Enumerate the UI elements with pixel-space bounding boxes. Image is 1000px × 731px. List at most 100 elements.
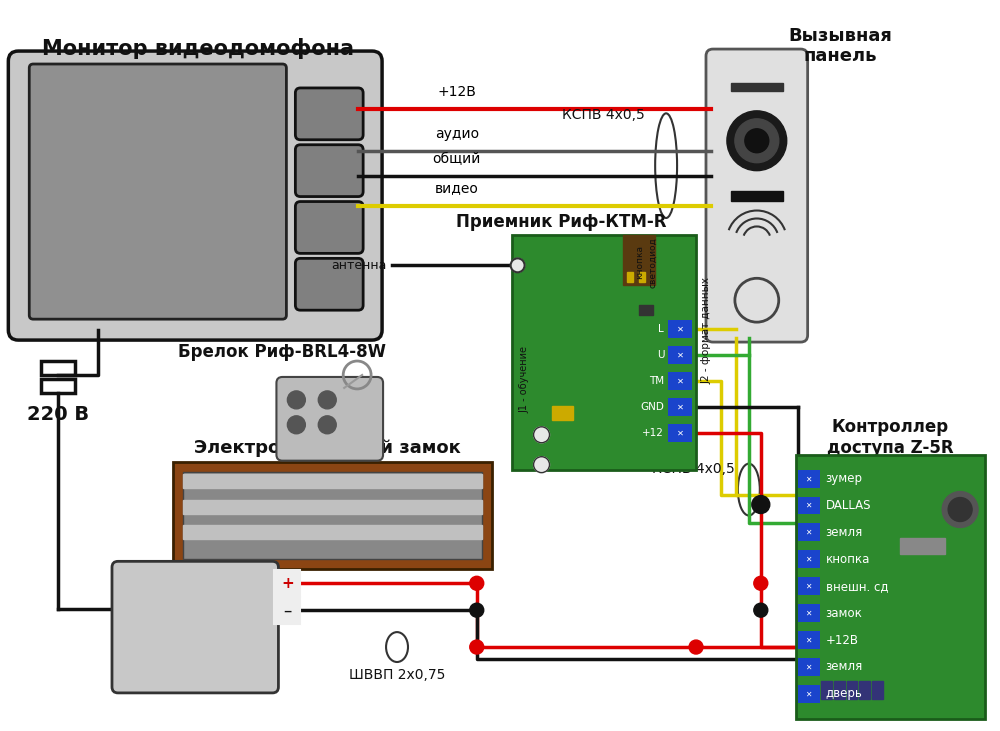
Circle shape bbox=[287, 416, 305, 433]
FancyBboxPatch shape bbox=[29, 64, 286, 319]
Bar bbox=[274, 570, 300, 596]
Bar bbox=[847, 681, 857, 699]
Bar bbox=[796, 455, 985, 719]
Text: +12В: +12В bbox=[437, 85, 476, 99]
Text: ✕: ✕ bbox=[677, 428, 684, 437]
Text: общий: общий bbox=[433, 151, 481, 166]
FancyBboxPatch shape bbox=[295, 145, 363, 197]
Text: земля: земля bbox=[826, 661, 863, 673]
Circle shape bbox=[754, 603, 768, 617]
Text: дверь: дверь bbox=[826, 687, 862, 700]
Text: –: – bbox=[283, 602, 292, 620]
Text: ✕: ✕ bbox=[805, 501, 812, 510]
Circle shape bbox=[287, 391, 305, 409]
Text: ✕: ✕ bbox=[805, 635, 812, 645]
Bar bbox=[552, 406, 573, 420]
Text: ✕: ✕ bbox=[805, 689, 812, 698]
Text: ШВВП 2х0,75: ШВВП 2х0,75 bbox=[349, 668, 445, 682]
Text: +12В: +12В bbox=[826, 634, 859, 647]
Bar bbox=[859, 681, 870, 699]
Text: ✕: ✕ bbox=[677, 325, 684, 333]
Bar bbox=[821, 681, 832, 699]
Text: ✕: ✕ bbox=[677, 376, 684, 385]
Bar bbox=[668, 372, 692, 390]
Bar bbox=[668, 346, 692, 364]
Text: J1 - обучение: J1 - обучение bbox=[520, 346, 530, 414]
Bar bbox=[639, 306, 653, 315]
FancyBboxPatch shape bbox=[295, 202, 363, 254]
Circle shape bbox=[470, 640, 484, 654]
Text: Брелок Риф-BRL4-8W: Брелок Риф-BRL4-8W bbox=[178, 343, 386, 361]
Text: аудио: аудио bbox=[435, 126, 479, 141]
Bar bbox=[798, 550, 820, 568]
Bar bbox=[183, 499, 482, 513]
Circle shape bbox=[470, 603, 484, 617]
Bar bbox=[183, 526, 482, 539]
Text: Вызывная
панель: Вызывная панель bbox=[789, 26, 892, 66]
Text: L: L bbox=[658, 324, 664, 334]
Text: ✕: ✕ bbox=[805, 474, 812, 483]
Bar bbox=[731, 83, 783, 91]
Text: +: + bbox=[281, 576, 294, 591]
Circle shape bbox=[689, 640, 703, 654]
Text: ✕: ✕ bbox=[805, 582, 812, 591]
FancyBboxPatch shape bbox=[295, 258, 363, 310]
Text: Контроллер
доступа Z-5R: Контроллер доступа Z-5R bbox=[827, 418, 954, 457]
Text: КСПВ 4х0,5: КСПВ 4х0,5 bbox=[652, 462, 734, 476]
Bar bbox=[731, 191, 783, 200]
Text: DALLAS: DALLAS bbox=[826, 499, 871, 512]
Bar bbox=[668, 424, 692, 442]
FancyBboxPatch shape bbox=[295, 88, 363, 140]
Bar bbox=[668, 320, 692, 338]
Text: Блок
питания
12В, 1А: Блок питания 12В, 1А bbox=[145, 586, 210, 632]
FancyBboxPatch shape bbox=[8, 51, 382, 340]
Text: Приемник Риф-КТМ-R: Приемник Риф-КТМ-R bbox=[456, 213, 667, 232]
Bar bbox=[668, 398, 692, 416]
Bar bbox=[798, 469, 820, 488]
Text: ✕: ✕ bbox=[677, 402, 684, 412]
Circle shape bbox=[534, 427, 550, 443]
Bar bbox=[798, 605, 820, 622]
Text: антенна: антенна bbox=[332, 259, 387, 272]
Circle shape bbox=[942, 491, 978, 528]
Bar bbox=[627, 273, 633, 282]
Text: U: U bbox=[657, 350, 664, 360]
Text: кнопка: кнопка bbox=[635, 246, 644, 279]
Bar bbox=[798, 658, 820, 676]
FancyBboxPatch shape bbox=[276, 377, 383, 461]
Text: кнопка: кнопка bbox=[826, 553, 870, 566]
Text: GND: GND bbox=[640, 402, 664, 412]
Text: ✕: ✕ bbox=[805, 555, 812, 564]
Circle shape bbox=[511, 258, 525, 273]
Circle shape bbox=[948, 498, 972, 521]
Bar bbox=[639, 273, 645, 282]
Text: +12: +12 bbox=[642, 428, 664, 438]
Bar bbox=[173, 462, 492, 569]
Bar bbox=[900, 539, 945, 554]
Bar bbox=[834, 681, 845, 699]
Bar bbox=[798, 577, 820, 595]
Bar bbox=[798, 631, 820, 649]
Text: TM: TM bbox=[649, 376, 664, 386]
Bar bbox=[183, 474, 482, 488]
Circle shape bbox=[318, 391, 336, 409]
Text: ✕: ✕ bbox=[805, 609, 812, 618]
Bar bbox=[274, 598, 300, 624]
Text: земля: земля bbox=[826, 526, 863, 539]
Circle shape bbox=[534, 457, 550, 473]
FancyBboxPatch shape bbox=[706, 49, 808, 342]
Text: КСПВ 4х0,5: КСПВ 4х0,5 bbox=[562, 108, 645, 122]
Circle shape bbox=[318, 416, 336, 433]
Bar bbox=[798, 496, 820, 515]
Bar bbox=[183, 471, 482, 559]
Text: ✕: ✕ bbox=[805, 662, 812, 672]
Circle shape bbox=[752, 496, 770, 513]
Text: светодиод: светодиод bbox=[649, 237, 658, 288]
Circle shape bbox=[735, 119, 779, 163]
Circle shape bbox=[727, 111, 787, 170]
Bar bbox=[41, 379, 75, 393]
Text: ✕: ✕ bbox=[677, 351, 684, 360]
Bar bbox=[41, 361, 75, 375]
Bar bbox=[512, 235, 696, 469]
Text: внешн. сд: внешн. сд bbox=[826, 580, 888, 593]
